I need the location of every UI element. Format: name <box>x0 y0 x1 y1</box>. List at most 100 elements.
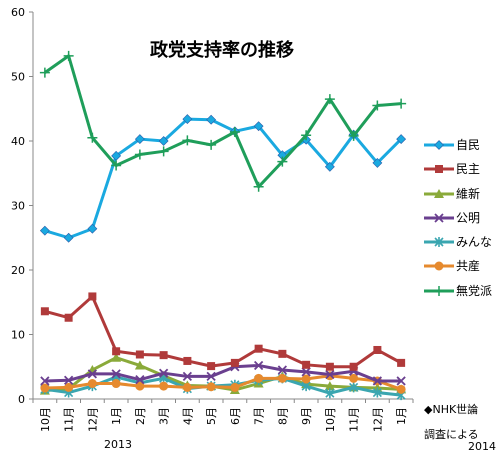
data-point <box>396 376 406 386</box>
series-6 <box>39 50 407 192</box>
series-line <box>44 374 402 391</box>
data-point <box>182 371 193 382</box>
data-point <box>396 384 406 394</box>
data-point <box>182 114 193 124</box>
legend-swatch-marker <box>434 237 444 248</box>
legend-swatch <box>424 213 454 223</box>
data-point <box>206 139 217 150</box>
data-point <box>40 307 49 316</box>
legend-item: 公明 <box>420 203 504 227</box>
data-point <box>134 149 145 160</box>
legend-label: みんな <box>456 235 493 250</box>
data-point <box>39 225 50 236</box>
y-tick-label: 30 <box>11 200 25 213</box>
legend-swatch-marker <box>434 140 444 150</box>
data-point <box>135 375 145 385</box>
series-line <box>44 294 402 369</box>
x-tick-label: 2月 <box>134 407 147 425</box>
data-point <box>40 376 50 386</box>
data-point <box>348 130 359 141</box>
legend: 自民民主維新公明みんな共産無党派 <box>420 130 504 300</box>
legend-label: 民主 <box>456 162 481 177</box>
data-point <box>349 382 359 393</box>
data-point <box>207 362 216 371</box>
series-5 <box>40 371 406 394</box>
y-tick-label: 50 <box>11 71 25 84</box>
legend-swatch-marker <box>434 188 444 198</box>
data-point <box>134 134 145 144</box>
series-line <box>44 375 402 397</box>
chart-title: 政党支持率の推移 <box>150 40 294 61</box>
x-tick-label: 4月 <box>181 407 194 425</box>
data-point <box>397 358 406 367</box>
data-point <box>372 376 383 386</box>
data-point <box>229 126 240 137</box>
data-point <box>253 121 264 132</box>
series-line <box>44 54 402 189</box>
legend-swatch-marker <box>435 165 443 174</box>
data-point <box>87 369 98 379</box>
data-point <box>87 379 97 389</box>
data-point <box>111 352 122 362</box>
data-point <box>325 388 335 399</box>
legend-label: 無党派 <box>456 283 493 298</box>
source-note-line1: ◆NHK世論 <box>424 403 479 416</box>
x-tick-label: 1月 <box>110 407 123 425</box>
data-point <box>63 232 74 243</box>
data-point <box>396 98 407 109</box>
x-tick-label: 11月 <box>348 407 361 432</box>
series-layer <box>39 50 407 401</box>
data-point <box>182 135 193 146</box>
legend-item: 自民 <box>420 130 504 154</box>
legend-item: 民主 <box>420 154 504 178</box>
legend-item: 維新 <box>420 179 504 203</box>
data-point <box>372 158 383 168</box>
x-tick-label: 3月 <box>158 407 171 425</box>
x-tick-label: 8月 <box>276 407 289 425</box>
data-point <box>88 292 97 301</box>
data-point <box>349 373 359 383</box>
series-line <box>44 363 402 383</box>
data-point <box>372 100 383 111</box>
legend-swatch <box>424 261 454 271</box>
legend-swatch <box>424 140 454 150</box>
data-point <box>230 382 240 392</box>
series-3 <box>40 360 406 386</box>
y-tick-label: 10 <box>11 329 25 342</box>
data-point <box>182 382 192 392</box>
year-label-2014: 2014 <box>468 440 496 453</box>
data-point <box>134 360 145 370</box>
legend-item: 無党派 <box>420 276 504 300</box>
legend-label: 共産 <box>456 259 481 274</box>
x-tick-label: 12月 <box>86 407 99 432</box>
data-point <box>64 382 74 392</box>
legend-swatch <box>424 165 454 174</box>
data-point <box>324 94 335 105</box>
data-point <box>158 136 169 146</box>
data-point <box>254 344 263 353</box>
y-tick-label: 60 <box>11 6 25 19</box>
legend-swatch <box>424 285 454 296</box>
legend-item: 共産 <box>420 251 504 275</box>
y-tick-label: 40 <box>11 135 25 148</box>
data-point <box>301 367 311 377</box>
data-point <box>158 368 169 378</box>
x-tick-label: 12月 <box>371 407 384 432</box>
data-point <box>230 358 239 367</box>
legend-swatch-marker <box>434 261 444 271</box>
data-point <box>111 379 121 389</box>
data-point <box>111 369 121 379</box>
legend-label: 公明 <box>456 210 481 225</box>
data-point <box>135 350 144 359</box>
data-point <box>302 360 311 369</box>
x-tick-label: 10月 <box>324 407 337 432</box>
data-point <box>206 114 217 125</box>
data-point <box>111 150 122 161</box>
data-point <box>301 130 312 141</box>
data-point <box>40 383 50 393</box>
data-point <box>277 365 288 375</box>
legend-swatch-marker <box>434 285 444 296</box>
data-point <box>39 67 50 78</box>
data-point <box>324 161 335 172</box>
